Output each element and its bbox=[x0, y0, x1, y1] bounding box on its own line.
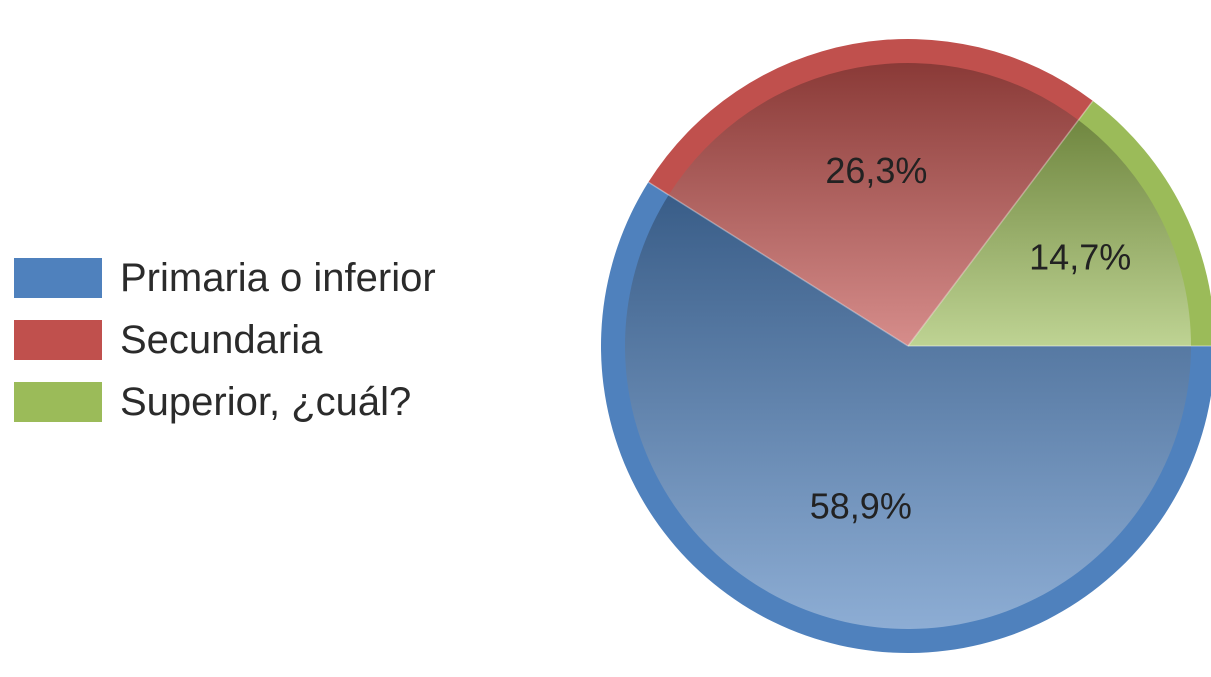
pie-data-labels: 14,7% 26,3% 58,9% bbox=[810, 150, 1131, 527]
legend-label-secundaria: Secundaria bbox=[120, 318, 323, 362]
slice-separator bbox=[907, 100, 1094, 347]
legend-swatch-primaria bbox=[14, 258, 102, 298]
legend-label-primaria: Primaria o inferior bbox=[120, 256, 436, 300]
legend-label-superior: Superior, ¿cuál? bbox=[120, 380, 412, 424]
pie-slice-face-superior bbox=[908, 120, 1191, 346]
legend-item-superior: Superior, ¿cuál? bbox=[14, 376, 436, 428]
legend-item-primaria: Primaria o inferior bbox=[14, 252, 436, 304]
legend-swatch-secundaria bbox=[14, 320, 102, 360]
pie-slices bbox=[601, 39, 1211, 654]
data-label-superior: 14,7% bbox=[1029, 237, 1131, 278]
pie-slice-face-primaria bbox=[625, 194, 1191, 629]
slice-separator bbox=[647, 181, 909, 347]
data-label-primaria: 58,9% bbox=[810, 486, 912, 527]
legend-swatch-superior bbox=[14, 382, 102, 422]
legend-item-secundaria: Secundaria bbox=[14, 314, 436, 366]
legend: Primaria o inferior Secundaria Superior,… bbox=[14, 252, 436, 428]
pie-slice-face-secundaria bbox=[668, 63, 1079, 346]
data-label-secundaria: 26,3% bbox=[825, 150, 927, 191]
